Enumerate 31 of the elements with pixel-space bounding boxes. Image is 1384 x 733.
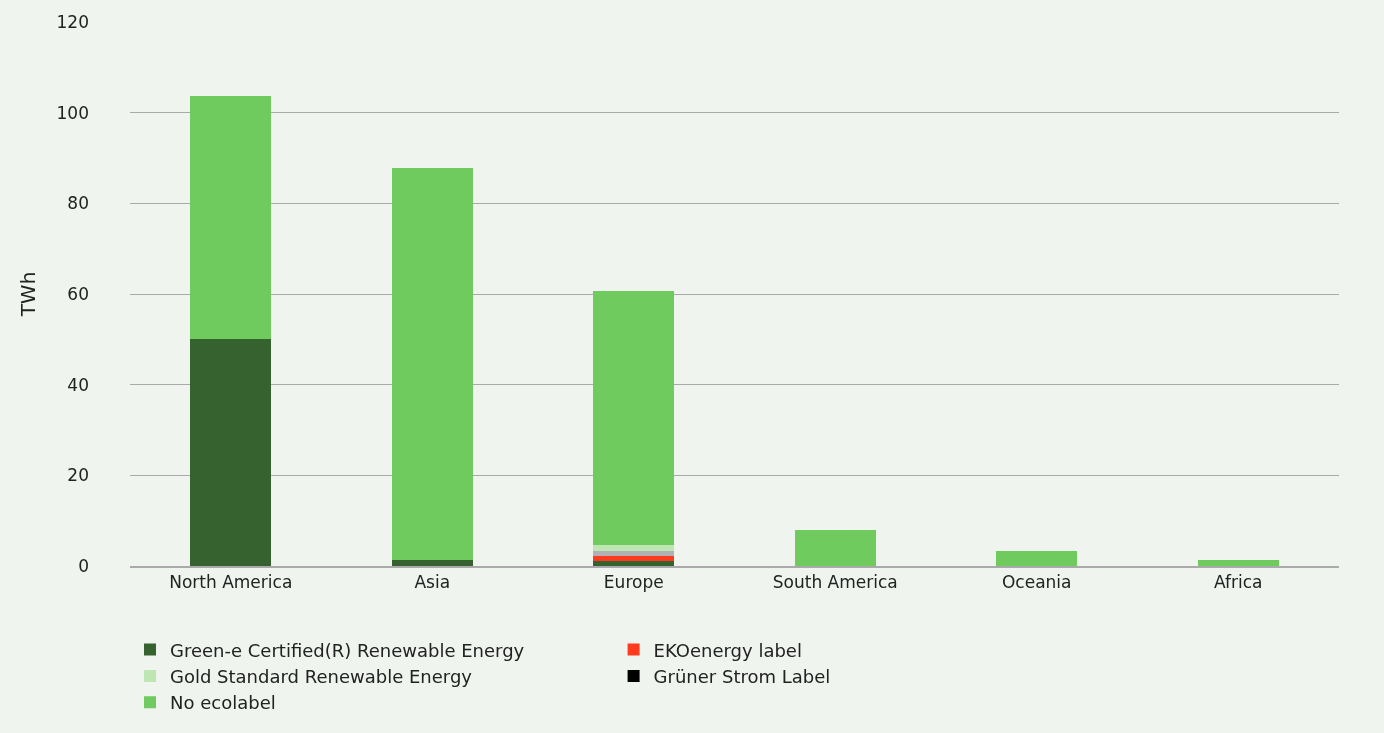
legend-label: Green-e Certified(R) Renewable Energy	[170, 639, 525, 661]
legend-label: EKOenergy label	[653, 639, 802, 661]
legend-label: No ecolabel	[170, 692, 276, 714]
bar	[391, 560, 473, 566]
x-tick-label: Africa	[1214, 572, 1263, 593]
y-tick-label: 20	[67, 465, 89, 486]
x-tick-label: Asia	[414, 572, 451, 593]
bar	[794, 529, 876, 566]
x-tick-label: South America	[772, 572, 898, 593]
legend-label: Gold Standard Renewable Energy	[170, 665, 473, 687]
y-axis-title: TWh	[16, 271, 41, 318]
bar	[593, 544, 675, 551]
x-tick-label: Europe	[603, 572, 664, 593]
bar	[593, 555, 675, 562]
y-tick-label: 60	[67, 283, 89, 304]
bar	[391, 168, 473, 561]
bar	[593, 550, 675, 556]
y-tick-label: 80	[67, 193, 89, 214]
y-tick-label: 100	[56, 102, 89, 123]
bar	[190, 95, 272, 340]
y-tick-label: 40	[67, 374, 89, 395]
y-tick-label: 120	[56, 11, 89, 32]
y-tick-label: 0	[78, 555, 89, 576]
bar	[190, 339, 272, 566]
bar	[996, 551, 1078, 566]
x-tick-label: Oceania	[1001, 572, 1072, 593]
x-tick-label: North America	[169, 572, 293, 593]
bar	[593, 291, 675, 545]
legend-label: Grüner Strom Label	[653, 665, 831, 687]
bar	[593, 561, 675, 566]
bar	[1197, 560, 1279, 566]
